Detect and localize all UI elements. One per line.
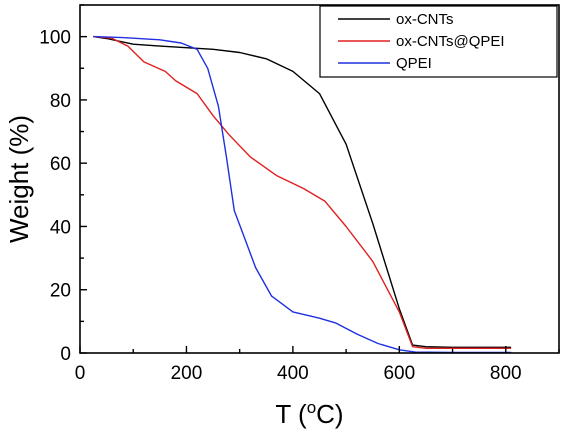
x-tick-label: 400: [277, 363, 309, 384]
axis-titles: Weight (%) T (oC): [4, 115, 344, 429]
plot-frame: [79, 4, 560, 354]
x-axis-title-tail: C): [316, 399, 343, 429]
x-tick-label: 0: [75, 363, 86, 384]
legend-label-2: QPEI: [396, 55, 432, 72]
y-tick-label: 60: [50, 154, 71, 175]
plot-series: [93, 35, 512, 354]
y-tick-label: 100: [39, 28, 71, 49]
series-line-1: [93, 35, 512, 349]
x-tick-label: 600: [383, 363, 415, 384]
legend-label-1: ox-CNTs@QPEI: [396, 33, 505, 50]
x-axis-title-sup: o: [307, 398, 316, 417]
x-axis-title-main: T (: [275, 399, 307, 429]
legend: ox-CNTs ox-CNTs@QPEI QPEI: [319, 5, 558, 78]
y-tick-label: 20: [50, 281, 71, 302]
y-axis-title: Weight (%): [4, 115, 34, 243]
axes: 0 200 400 600 800 0 20 40 60 80 100: [39, 4, 560, 384]
y-tick-label: 0: [60, 344, 71, 365]
series-line-2: [93, 35, 512, 354]
y-tick-label: 40: [50, 217, 71, 238]
x-tick-label: 800: [490, 363, 522, 384]
x-tick-label: 200: [171, 363, 203, 384]
series-line-0: [93, 35, 512, 348]
x-axis-title: T (oC): [275, 398, 343, 429]
y-tick-label: 80: [50, 91, 71, 112]
legend-label-0: ox-CNTs: [396, 11, 454, 28]
